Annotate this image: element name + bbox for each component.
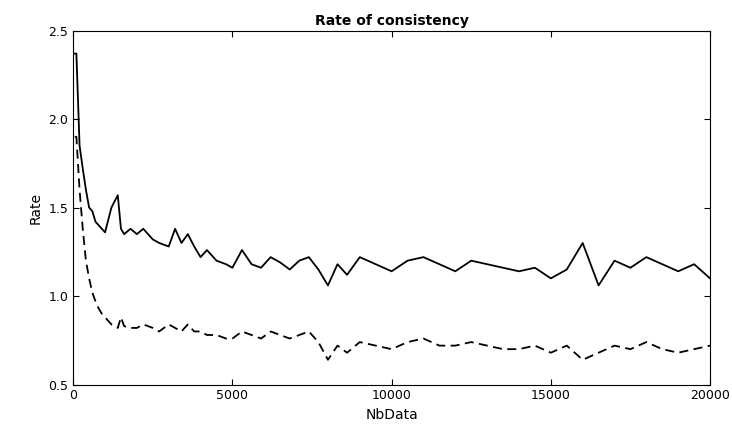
Y-axis label: Rate: Rate (29, 191, 42, 224)
X-axis label: NbData: NbData (365, 408, 418, 422)
Title: Rate of consistency: Rate of consistency (315, 14, 468, 28)
